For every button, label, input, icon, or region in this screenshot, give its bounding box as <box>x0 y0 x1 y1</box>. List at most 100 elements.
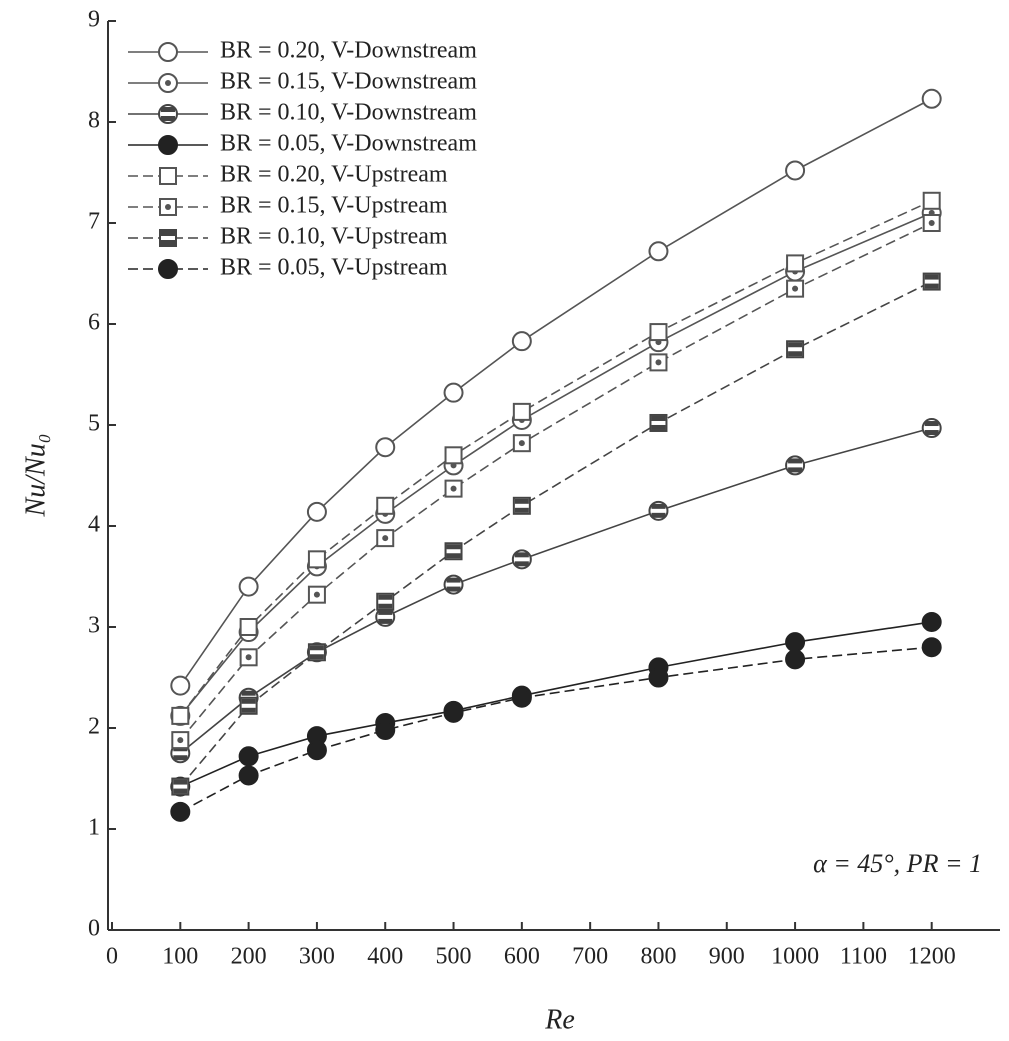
data-point <box>921 637 942 658</box>
marker-half <box>161 107 175 112</box>
legend-label: BR = 0.20, V-Upstream <box>220 162 448 188</box>
data-point <box>238 765 259 786</box>
series-line <box>179 212 933 717</box>
marker-shape <box>375 720 396 741</box>
marker-half <box>378 603 393 609</box>
y-tick-label: 7 <box>88 209 100 235</box>
marker-half <box>651 424 666 430</box>
data-point <box>922 214 941 232</box>
series-line <box>179 621 932 788</box>
data-point <box>170 801 191 822</box>
data-point <box>512 402 531 421</box>
marker-half <box>514 498 529 504</box>
marker-half <box>446 553 461 559</box>
x-axis-label: Re <box>544 1004 575 1035</box>
marker-shape <box>512 402 531 421</box>
data-point <box>921 418 942 439</box>
marker-shape <box>171 706 190 725</box>
marker-shape <box>238 576 259 597</box>
marker-dot <box>450 485 457 492</box>
marker-half <box>924 421 939 427</box>
data-point <box>307 643 326 662</box>
marker-shape <box>170 801 191 822</box>
marker-dot <box>655 359 662 366</box>
data-point <box>375 606 396 627</box>
data-point <box>375 720 396 741</box>
x-tick-label: 700 <box>572 944 608 970</box>
x-tick-label: 300 <box>299 944 335 970</box>
data-point <box>170 675 191 696</box>
marker-half <box>446 577 461 583</box>
data-point <box>649 413 668 432</box>
marker-shape <box>786 254 805 273</box>
marker-shape <box>170 675 191 696</box>
data-point <box>649 323 668 342</box>
marker-shape <box>158 135 178 155</box>
marker-shape <box>785 632 806 653</box>
data-point <box>786 340 805 359</box>
marker-half <box>651 512 666 518</box>
marker-shape <box>443 382 464 403</box>
y-axis-label: Nu/Nu₀ <box>20 434 51 518</box>
marker-half <box>378 609 393 615</box>
legend-label: BR = 0.05, V-Downstream <box>220 131 477 157</box>
marker-dot <box>928 220 935 226</box>
marker-shape <box>306 501 327 522</box>
marker-half <box>309 654 324 660</box>
data-point <box>511 687 532 708</box>
data-point <box>239 696 258 715</box>
data-point <box>512 496 531 515</box>
data-point <box>512 434 531 453</box>
data-point <box>238 576 259 597</box>
legend-marker <box>159 167 177 185</box>
legend-label: BR = 0.15, V-Upstream <box>220 193 448 219</box>
legend-marker <box>158 73 178 93</box>
marker-shape <box>648 241 669 262</box>
marker-half <box>161 116 175 121</box>
marker-half <box>788 342 803 348</box>
marker-shape <box>376 496 395 515</box>
marker-half <box>924 430 939 436</box>
data-point <box>238 746 259 767</box>
data-point <box>306 740 327 761</box>
marker-shape <box>158 259 178 279</box>
data-point <box>444 542 463 561</box>
marker-half <box>651 503 666 509</box>
series-line <box>179 427 932 754</box>
annotation: α = 45°, PR = 1 <box>813 849 982 878</box>
y-tick-label: 3 <box>88 613 100 639</box>
x-tick-label: 1000 <box>771 944 819 970</box>
x-tick-label: 200 <box>231 944 267 970</box>
marker-shape <box>648 667 669 688</box>
marker-dot <box>792 285 799 292</box>
marker-shape <box>444 446 463 465</box>
legend-label: BR = 0.20, V-Downstream <box>220 38 477 64</box>
data-point <box>444 479 463 498</box>
data-point <box>444 446 463 465</box>
x-tick-label: 400 <box>367 944 403 970</box>
series-line <box>179 646 932 813</box>
y-tick-label: 4 <box>88 512 100 538</box>
marker-shape <box>921 637 942 658</box>
marker-half <box>241 698 256 704</box>
marker-half <box>924 283 939 289</box>
marker-half <box>514 561 529 567</box>
legend-label: BR = 0.10, V-Downstream <box>220 100 477 126</box>
y-tick-label: 6 <box>88 310 100 336</box>
marker-half <box>161 240 175 245</box>
legend-label: BR = 0.05, V-Upstream <box>220 255 448 281</box>
data-point <box>307 550 326 569</box>
x-tick-label: 800 <box>640 944 676 970</box>
x-tick-label: 1100 <box>840 944 887 970</box>
data-point <box>922 272 941 291</box>
marker-dot <box>382 535 389 542</box>
x-tick-label: 900 <box>709 944 745 970</box>
data-point <box>648 667 669 688</box>
data-point <box>921 88 942 109</box>
data-point <box>922 191 941 210</box>
marker-dot <box>518 440 525 447</box>
marker-half <box>446 544 461 550</box>
data-point <box>443 382 464 403</box>
marker-half <box>378 594 393 600</box>
